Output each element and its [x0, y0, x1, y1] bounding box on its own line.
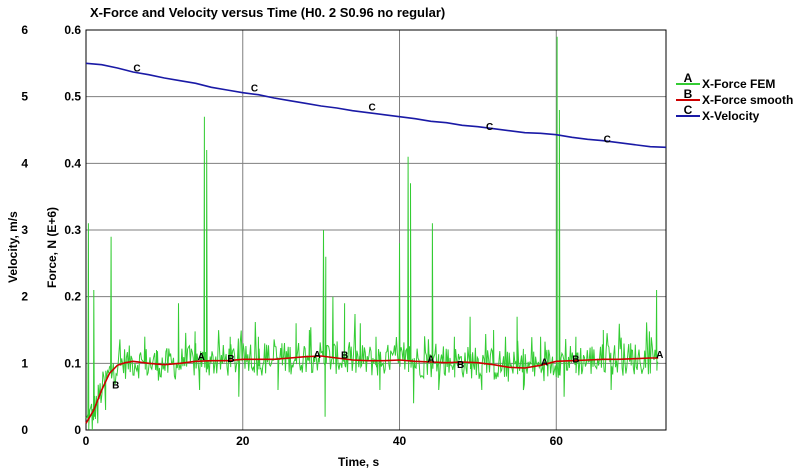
- legend-entry: C X-Velocity: [676, 103, 760, 123]
- marker-layer: A A A A A B B B B B C C C C C: [112, 63, 663, 391]
- legend-entry: B X-Force smooth: [676, 87, 793, 107]
- marker-b: B: [112, 381, 119, 392]
- y-right-tick-label: 0: [74, 423, 81, 437]
- series-line-x-force-fem: [85, 36, 659, 431]
- y-axis-right-label: Force, N (E+6): [45, 207, 59, 288]
- y-right-tick-label: 0.6: [64, 23, 81, 37]
- marker-c: C: [133, 63, 140, 74]
- y-left-tick-label: 1: [21, 356, 28, 370]
- legend-label: X-Velocity: [702, 109, 760, 123]
- y-left-tick-label: 5: [21, 90, 28, 104]
- y-right-tick-label: 0.3: [64, 223, 81, 237]
- x-tick-label: 0: [83, 434, 90, 448]
- legend-entry: A X-Force FEM: [676, 71, 775, 91]
- marker-a: A: [427, 355, 434, 366]
- marker-a: A: [541, 357, 548, 368]
- legend-marker: A: [684, 71, 693, 85]
- x-tick-label: 60: [550, 434, 564, 448]
- marker-c: C: [368, 103, 375, 114]
- legend-label: X-Force smooth: [702, 93, 793, 107]
- y-left-tick-label: 0: [21, 423, 28, 437]
- y-axis-left-label: Velocity, m/s: [6, 211, 20, 283]
- y-right-tick-label: 0.1: [64, 356, 81, 370]
- plot-frame: [85, 29, 667, 431]
- marker-c: C: [486, 122, 493, 133]
- y-left-tick-label: 4: [21, 156, 28, 170]
- legend: A X-Force FEM B X-Force smooth C X-Velocity: [676, 71, 793, 123]
- series-line-x-force-smooth: [85, 355, 659, 424]
- legend-marker: C: [684, 103, 693, 117]
- y-left-tick-label: 2: [21, 290, 28, 304]
- x-axis-label: Time, s: [338, 455, 379, 469]
- marker-a: A: [314, 350, 321, 361]
- marker-c: C: [604, 135, 611, 146]
- legend-marker: B: [684, 87, 693, 101]
- y-right-tick-label: 0.2: [64, 290, 81, 304]
- marker-b: B: [341, 351, 348, 362]
- legend-label: X-Force FEM: [702, 77, 775, 91]
- y-left-tick-label: 6: [21, 23, 28, 37]
- marker-a: A: [656, 350, 663, 361]
- y-left-tick-label: 3: [21, 223, 28, 237]
- chart-title: X-Force and Velocity versus Time (H0. 2 …: [90, 5, 445, 20]
- marker-b: B: [227, 354, 234, 365]
- marker-c: C: [251, 83, 258, 94]
- series-line-x-velocity: [85, 62, 667, 149]
- marker-a: A: [198, 352, 205, 363]
- x-tick-label: 40: [393, 434, 407, 448]
- y-right-tick-label: 0.5: [64, 90, 81, 104]
- marker-b: B: [572, 355, 579, 366]
- marker-b: B: [457, 360, 464, 371]
- y-right-tick-label: 0.4: [64, 156, 81, 170]
- x-tick-label: 20: [236, 434, 250, 448]
- series-layer: [85, 36, 667, 431]
